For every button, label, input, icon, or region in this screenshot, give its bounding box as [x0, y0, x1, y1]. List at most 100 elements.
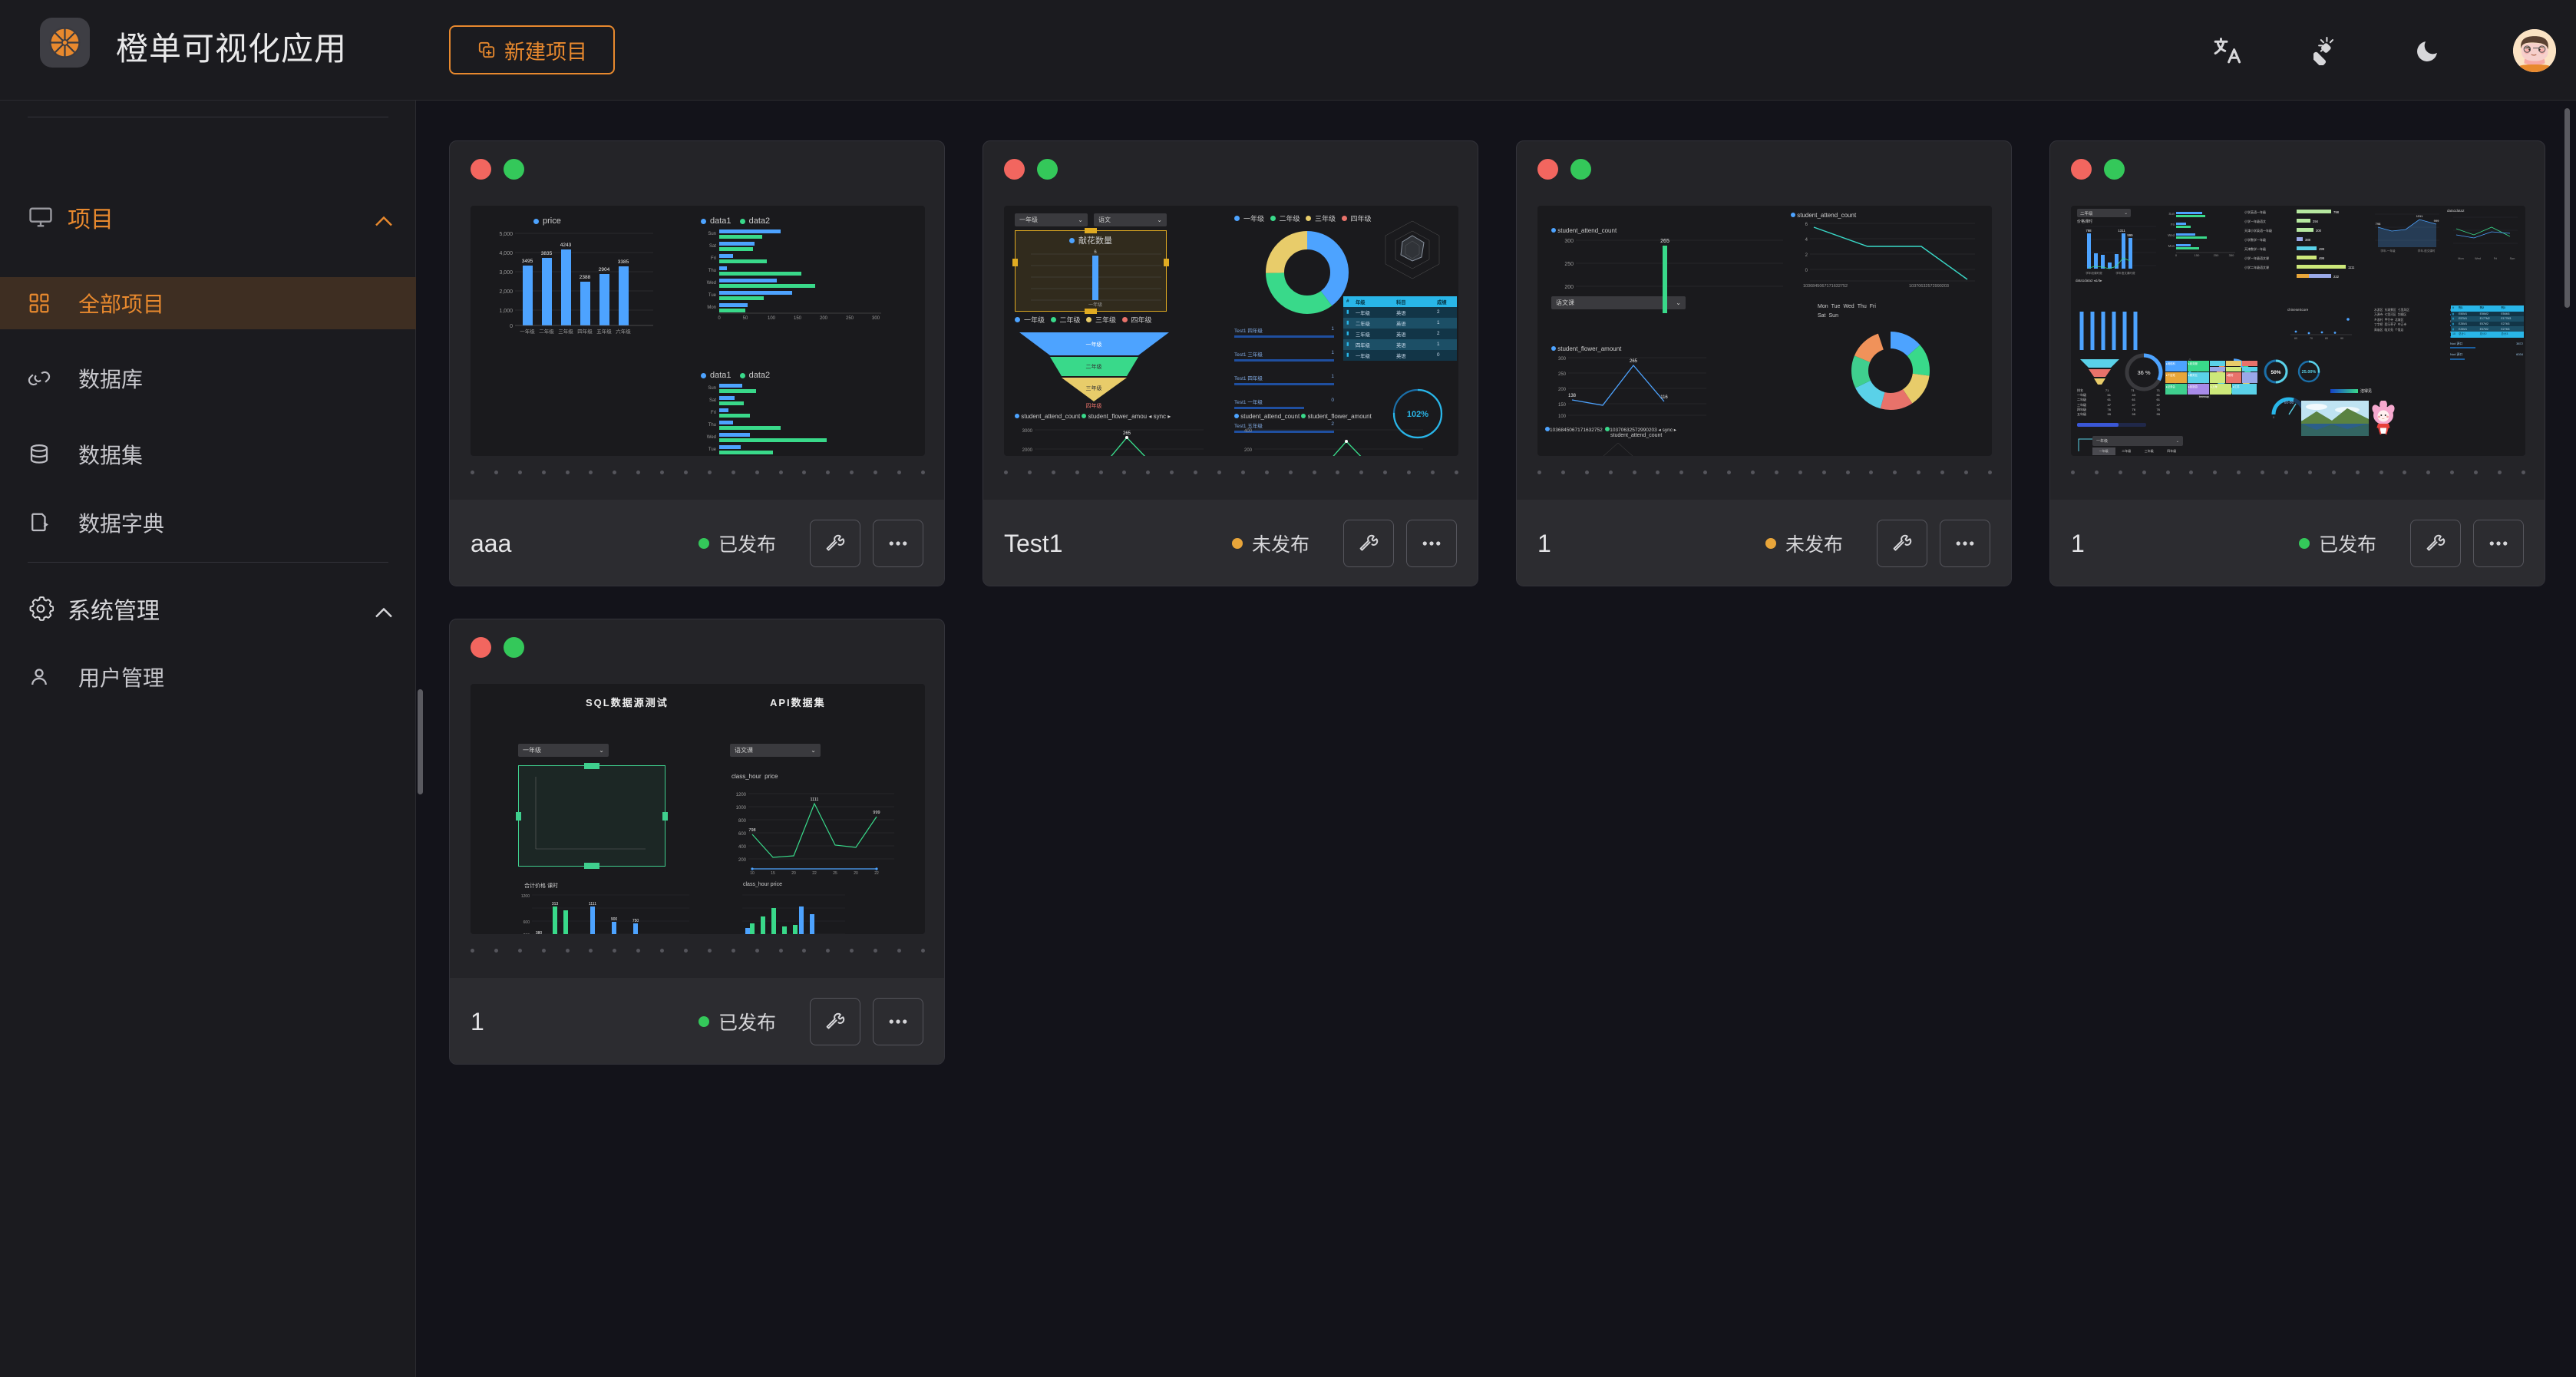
svg-text:150: 150 [794, 316, 802, 321]
svg-text:Fri: Fri [711, 256, 716, 261]
svg-text:200: 200 [1244, 448, 1253, 453]
svg-text:22: 22 [874, 871, 879, 876]
svg-text:0: 0 [510, 324, 513, 329]
svg-text:25.00%: 25.00% [2302, 370, 2317, 375]
svg-text:Thu: Thu [708, 423, 716, 428]
svg-text:313: 313 [552, 902, 559, 906]
svg-text:400: 400 [738, 845, 747, 850]
svg-text:0: 0 [718, 316, 721, 321]
svg-text:294: 294 [2313, 220, 2319, 223]
svg-text:2: 2 [1805, 253, 1808, 258]
svg-text:Wed: Wed [707, 281, 716, 286]
svg-text:Tue: Tue [708, 293, 717, 298]
svg-text:250: 250 [2214, 253, 2219, 257]
svg-text:200: 200 [1558, 388, 1567, 392]
svg-text:0: 0 [1805, 269, 1808, 273]
svg-text:15: 15 [771, 871, 775, 876]
svg-text:Mon: Mon [707, 305, 716, 310]
svg-text:600: 600 [738, 832, 747, 837]
svg-text:200: 200 [523, 933, 530, 934]
svg-text:999: 999 [2127, 233, 2133, 237]
svg-text:Wed: Wed [707, 435, 716, 440]
svg-text:6: 6 [1805, 223, 1808, 227]
svg-text:60: 60 [2294, 337, 2297, 340]
svg-text:Mon: Mon [2168, 244, 2175, 248]
svg-text:90: 90 [2340, 337, 2343, 340]
svg-text:六年级: 六年级 [616, 328, 631, 335]
svg-text:Sun: Sun [2510, 257, 2515, 260]
svg-text:天津数学一年级: 天津数学一年级 [2244, 246, 2266, 251]
svg-text:Fri: Fri [2171, 223, 2175, 226]
svg-text:一年级: 一年级 [1086, 341, 1102, 348]
svg-text:300: 300 [872, 316, 880, 321]
svg-text:二年级: 二年级 [539, 328, 554, 335]
svg-text:798: 798 [2376, 222, 2381, 226]
svg-text:265: 265 [1660, 239, 1669, 244]
svg-text:3,000: 3,000 [499, 270, 513, 276]
svg-text:200: 200 [738, 858, 747, 863]
svg-text:300: 300 [1558, 357, 1567, 362]
svg-text:三年级: 三年级 [558, 328, 573, 335]
svg-text:4: 4 [1805, 238, 1808, 243]
svg-text:小学二年级语文课: 小学二年级语文课 [2244, 265, 2269, 269]
svg-text:499: 499 [2319, 256, 2325, 260]
svg-text:Sun: Sun [708, 232, 716, 236]
svg-text:100: 100 [768, 316, 776, 321]
svg-text:798: 798 [2333, 210, 2340, 214]
svg-text:4243: 4243 [560, 243, 572, 248]
svg-text:20: 20 [854, 871, 858, 876]
svg-text:265: 265 [1630, 359, 1638, 364]
svg-text:25: 25 [833, 871, 837, 876]
svg-text:150: 150 [1558, 403, 1567, 408]
svg-text:1111: 1111 [589, 902, 596, 906]
svg-text:36 %: 36 % [2137, 369, 2150, 376]
svg-text:100: 100 [1558, 414, 1567, 419]
svg-text:900: 900 [611, 917, 618, 922]
svg-text:Wed: Wed [2475, 257, 2481, 260]
svg-text:Wed: Wed [2168, 233, 2175, 237]
svg-text:388: 388 [2305, 238, 2311, 242]
svg-text:四年级: 四年级 [1086, 402, 1102, 409]
svg-text:学年-一年级: 学年-一年级 [2380, 249, 2396, 253]
svg-text:50: 50 [743, 316, 748, 321]
svg-text:20: 20 [791, 871, 796, 876]
svg-text:200: 200 [820, 316, 828, 321]
svg-text:600: 600 [523, 920, 530, 925]
svg-text:250: 250 [1564, 262, 1574, 267]
svg-text:400: 400 [1244, 429, 1253, 434]
svg-text:250: 250 [1558, 372, 1567, 377]
svg-text:学年段课时费: 学年段课时费 [2086, 271, 2102, 275]
svg-text:Fri: Fri [711, 411, 716, 415]
svg-text:250: 250 [846, 316, 854, 321]
svg-text:80: 80 [2325, 337, 2328, 340]
svg-text:四年级: 四年级 [577, 328, 593, 335]
svg-text:天津小学英语一年级: 天津小学英语一年级 [2244, 228, 2272, 233]
svg-text:999: 999 [873, 811, 880, 815]
svg-text:1200: 1200 [736, 793, 747, 797]
svg-text:4,000: 4,000 [499, 251, 513, 256]
svg-text:499: 499 [2319, 247, 2325, 251]
svg-text:0: 0 [2175, 253, 2178, 257]
svg-text:2388: 2388 [580, 275, 591, 280]
svg-text:138: 138 [1568, 394, 1577, 398]
svg-text:一年级: 一年级 [1088, 302, 1102, 308]
svg-text:小学数学一年级: 小学数学一年级 [2244, 237, 2266, 242]
svg-text:0: 0 [2273, 415, 2275, 419]
svg-text:Fri: Fri [2494, 257, 2498, 260]
svg-text:1000: 1000 [736, 806, 747, 811]
svg-text:10370632572990203: 10370632572990203 [1909, 284, 1949, 289]
svg-text:300: 300 [2316, 229, 2322, 233]
svg-text:3495: 3495 [522, 259, 533, 264]
svg-text:Thu: Thu [708, 269, 716, 273]
svg-text:1,000: 1,000 [499, 309, 513, 314]
svg-text:3385: 3385 [618, 259, 629, 265]
svg-text:Sat: Sat [709, 398, 716, 403]
svg-text:380: 380 [536, 931, 543, 934]
svg-text:一年级: 一年级 [520, 328, 535, 335]
svg-text:Tue: Tue [708, 447, 717, 452]
svg-text:1111: 1111 [2348, 266, 2355, 269]
svg-text:150: 150 [2195, 253, 2200, 257]
svg-text:Sat: Sat [709, 244, 716, 249]
svg-text:2,000: 2,000 [499, 289, 513, 295]
svg-text:800: 800 [738, 819, 747, 824]
